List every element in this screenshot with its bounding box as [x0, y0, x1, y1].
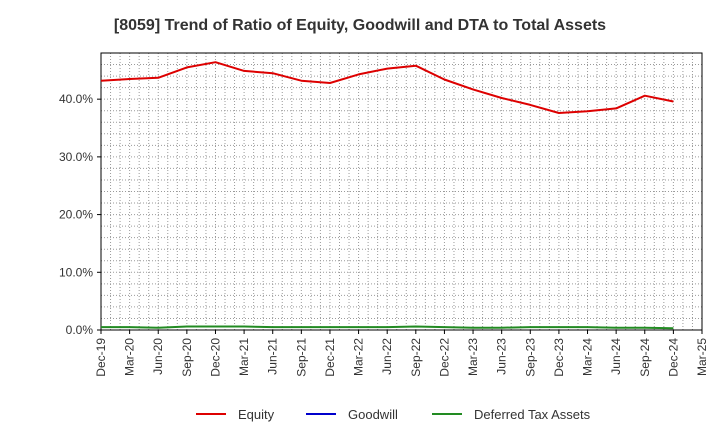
y-axis-ticks: 0.0% 10.0% 20.0% 30.0% 40.0%: [59, 92, 101, 337]
x-tick-label: Mar-20: [123, 338, 137, 376]
plot-area: [100, 52, 703, 331]
x-axis-ticks: Dec-19 Mar-20 Jun-20 Sep-20 Dec-20 Mar-21 Jun-…: [94, 330, 709, 377]
x-tick-label: Jun-20: [151, 338, 165, 375]
x-tick-label: Mar-22: [352, 338, 366, 376]
gridlines: [101, 53, 702, 330]
y-tick-label: 30.0%: [59, 150, 93, 164]
y-tick-label: 20.0%: [59, 208, 93, 222]
x-tick-label: Mar-23: [466, 338, 480, 376]
x-tick-label: Dec-20: [208, 338, 222, 377]
x-tick-label: Sep-24: [638, 338, 652, 377]
x-tick-label: Mar-25: [695, 338, 709, 376]
x-tick-label: Dec-24: [666, 338, 680, 377]
x-tick-label: Jun-24: [609, 338, 623, 375]
legend: Equity Goodwill Deferred Tax Assets: [196, 407, 591, 422]
y-tick-label: 40.0%: [59, 92, 93, 106]
x-tick-label: Jun-21: [266, 338, 280, 375]
x-tick-label: Dec-22: [437, 338, 451, 377]
x-tick-label: Jun-23: [495, 338, 509, 375]
y-tick-label: 0.0%: [66, 323, 94, 337]
x-tick-label: Mar-21: [237, 338, 251, 376]
legend-label: Equity: [238, 407, 275, 422]
x-tick-label: Dec-21: [323, 338, 337, 377]
x-tick-label: Jun-22: [380, 338, 394, 375]
x-tick-label: Mar-24: [581, 338, 595, 376]
series-line-deferred-tax-assets: [101, 325, 674, 330]
x-tick-label: Dec-19: [94, 338, 108, 377]
chart-title: [8059] Trend of Ratio of Equity, Goodwil…: [114, 17, 606, 34]
series-lines: [100, 61, 674, 330]
x-tick-label: Sep-22: [409, 338, 423, 377]
x-tick-label: Sep-23: [523, 338, 537, 377]
legend-label: Goodwill: [348, 407, 398, 422]
y-tick-label: 10.0%: [59, 265, 93, 279]
series-line-equity: [100, 61, 674, 114]
x-tick-label: Dec-23: [552, 338, 566, 377]
legend-label: Deferred Tax Assets: [474, 407, 591, 422]
x-tick-label: Sep-20: [180, 338, 194, 377]
x-tick-label: Sep-21: [294, 338, 308, 377]
